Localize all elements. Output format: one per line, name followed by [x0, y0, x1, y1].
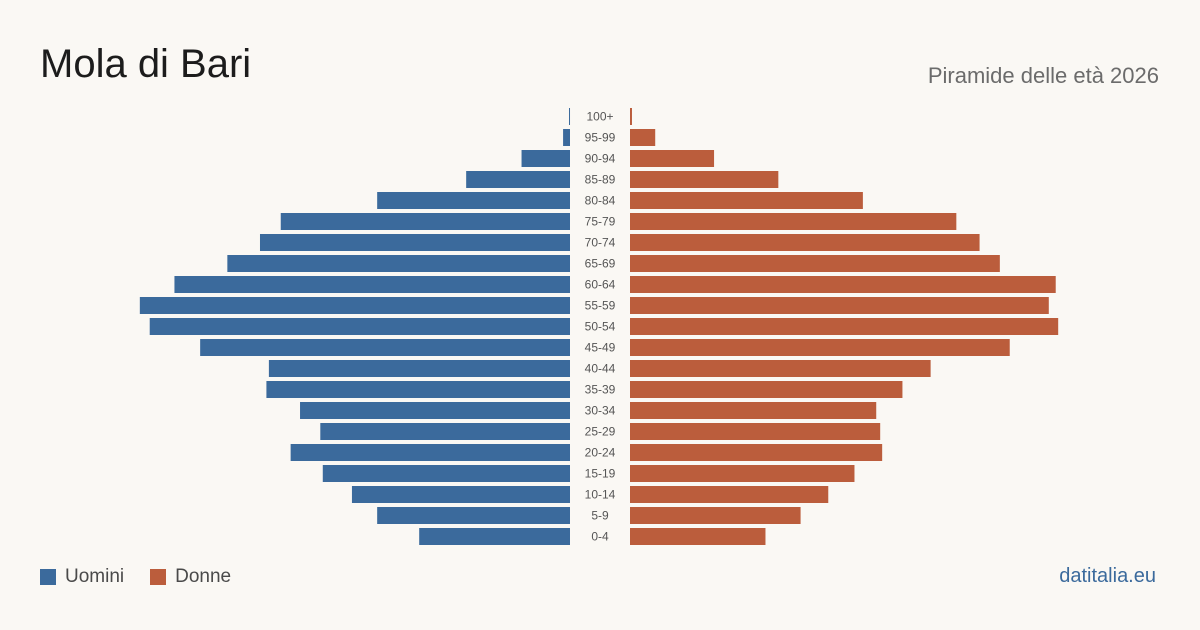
- bar-women-85-89: [630, 171, 779, 188]
- bar-men-5-9: [377, 507, 570, 524]
- bar-women-10-14: [630, 486, 829, 503]
- age-label-10-14: 10-14: [585, 488, 616, 502]
- bar-women-65-69: [630, 255, 1000, 272]
- bar-women-50-54: [630, 318, 1059, 335]
- age-label-20-24: 20-24: [585, 446, 616, 460]
- bar-women-70-74: [630, 234, 980, 251]
- bar-men-20-24: [290, 444, 570, 461]
- legend-label-men: Uomini: [65, 566, 125, 587]
- bar-men-10-14: [351, 486, 570, 503]
- age-label-100plus: 100+: [586, 110, 613, 124]
- legend-item-men: Uomini: [40, 566, 124, 588]
- legend-item-women: Donne: [150, 566, 231, 588]
- bar-men-55-59: [139, 297, 571, 314]
- bar-women-100plus: [630, 108, 632, 125]
- bar-men-70-74: [259, 234, 570, 251]
- bar-men-0-4: [419, 528, 570, 545]
- bar-women-40-44: [630, 360, 931, 377]
- legend-label-women: Donne: [175, 566, 232, 587]
- bar-women-5-9: [630, 507, 801, 524]
- age-label-50-54: 50-54: [585, 320, 616, 334]
- bar-men-40-44: [268, 360, 570, 377]
- legend-swatch-women: [150, 569, 167, 585]
- age-label-5-9: 5-9: [591, 509, 609, 523]
- bar-men-25-29: [320, 423, 570, 440]
- bar-men-60-64: [174, 276, 570, 293]
- age-label-85-89: 85-89: [585, 173, 616, 187]
- bar-men-90-94: [521, 150, 570, 167]
- bar-women-15-19: [630, 465, 855, 482]
- age-label-30-34: 30-34: [585, 404, 616, 418]
- chart-subtitle: Piramide delle età 2026: [927, 63, 1159, 88]
- legend-swatch-men: [40, 569, 56, 585]
- bar-men-45-49: [200, 339, 570, 356]
- bar-men-75-79: [280, 213, 570, 230]
- bar-women-0-4: [630, 528, 766, 545]
- bar-men-80-84: [377, 192, 570, 209]
- age-label-60-64: 60-64: [585, 278, 616, 292]
- bar-women-75-79: [630, 213, 957, 230]
- bar-women-30-34: [630, 402, 877, 419]
- bar-women-35-39: [630, 381, 903, 398]
- bar-men-95-99: [563, 129, 570, 146]
- age-label-35-39: 35-39: [585, 383, 616, 397]
- age-label-90-94: 90-94: [585, 152, 616, 166]
- age-label-0-4: 0-4: [591, 530, 609, 544]
- age-label-55-59: 55-59: [585, 299, 616, 313]
- bar-women-90-94: [630, 150, 715, 167]
- age-label-25-29: 25-29: [585, 425, 616, 439]
- age-label-65-69: 65-69: [585, 257, 616, 271]
- age-label-15-19: 15-19: [585, 467, 616, 481]
- age-label-75-79: 75-79: [585, 215, 616, 229]
- age-label-45-49: 45-49: [585, 341, 616, 355]
- legend: Uomini Donne: [40, 566, 257, 588]
- bar-men-85-89: [466, 171, 570, 188]
- age-label-40-44: 40-44: [585, 362, 616, 376]
- bar-women-25-29: [630, 423, 881, 440]
- bar-men-15-19: [322, 465, 570, 482]
- age-label-70-74: 70-74: [585, 236, 616, 250]
- bar-men-65-69: [227, 255, 570, 272]
- bar-women-20-24: [630, 444, 883, 461]
- age-label-80-84: 80-84: [585, 194, 616, 208]
- bar-women-95-99: [630, 129, 656, 146]
- bar-women-80-84: [630, 192, 863, 209]
- bar-men-30-34: [300, 402, 570, 419]
- age-label-95-99: 95-99: [585, 131, 616, 145]
- bar-women-55-59: [630, 297, 1049, 314]
- bar-men-50-54: [149, 318, 570, 335]
- bar-men-100plus: [569, 108, 571, 125]
- brand-link[interactable]: datitalia.eu: [1059, 565, 1156, 587]
- bar-men-35-39: [266, 381, 570, 398]
- page-title: Mola di Bari: [40, 42, 252, 86]
- bar-women-60-64: [630, 276, 1056, 293]
- bar-women-45-49: [630, 339, 1010, 356]
